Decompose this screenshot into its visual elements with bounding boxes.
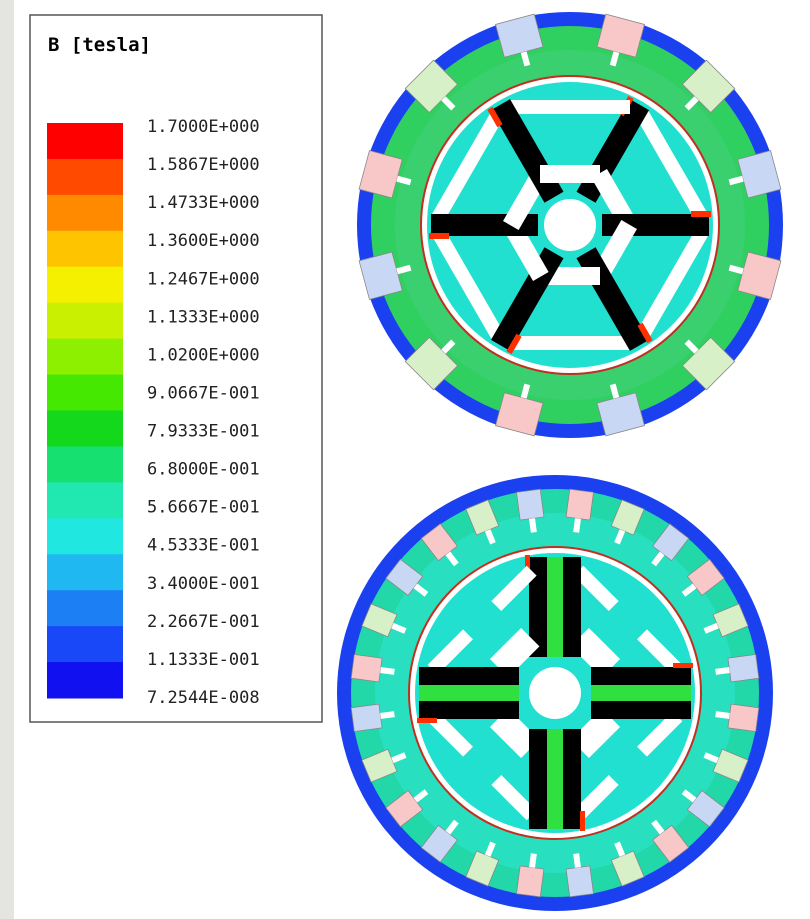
field-plot: B [tesla] 1.7000E+000 1.5867E+000 1.4733E+… xyxy=(0,0,810,919)
motor-top xyxy=(357,12,783,438)
page: B [tesla] 1.7000E+000 1.5867E+000 1.4733E+… xyxy=(0,0,810,919)
center-rib xyxy=(547,729,563,829)
shaft xyxy=(529,667,581,719)
hot-spot xyxy=(691,211,711,217)
coil xyxy=(566,866,593,897)
magnet xyxy=(563,557,581,657)
legend-label: 1.0200E+000 xyxy=(147,345,260,365)
legend-swatch xyxy=(47,446,123,482)
legend-swatch xyxy=(47,267,123,303)
coil xyxy=(516,866,543,897)
legend-label: 5.6667E-001 xyxy=(147,498,260,518)
magnet xyxy=(591,701,691,719)
legend-swatch xyxy=(47,375,123,411)
magnet xyxy=(591,667,691,685)
shaft xyxy=(544,199,596,251)
legend-label: 1.2467E+000 xyxy=(147,269,260,289)
legend-swatch xyxy=(47,662,123,698)
flux-barrier xyxy=(510,100,630,114)
legend-label: 7.9333E-001 xyxy=(147,422,260,442)
legend-swatch xyxy=(47,590,123,626)
legend-label: 6.8000E-001 xyxy=(147,460,260,480)
legend-swatch xyxy=(47,482,123,518)
legend-swatch xyxy=(47,339,123,375)
legend-swatch xyxy=(47,123,123,159)
legend-label: 1.4733E+000 xyxy=(147,193,260,213)
left-edge xyxy=(0,0,14,919)
legend-swatch xyxy=(47,518,123,554)
magnet xyxy=(419,701,519,719)
coil xyxy=(351,704,382,731)
legend-label: 1.7000E+000 xyxy=(147,117,260,137)
coil xyxy=(566,489,593,520)
web xyxy=(540,165,600,183)
motor-bottom xyxy=(337,475,773,911)
center-rib xyxy=(419,685,519,701)
legend-label: 1.3600E+000 xyxy=(147,231,260,251)
coil xyxy=(728,704,759,731)
legend-swatch xyxy=(47,195,123,231)
magnet xyxy=(563,729,581,829)
coil xyxy=(351,654,382,681)
legend-swatch xyxy=(47,626,123,662)
center-rib xyxy=(547,557,563,657)
legend-label: 9.0667E-001 xyxy=(147,383,260,403)
legend-label: 4.5333E-001 xyxy=(147,536,260,556)
legend-swatch xyxy=(47,411,123,447)
legend-label: 7.2544E-008 xyxy=(147,688,260,708)
legend-swatch xyxy=(47,231,123,267)
magnet xyxy=(529,729,547,829)
center-rib xyxy=(591,685,691,701)
magnet xyxy=(419,667,519,685)
legend-title: B [tesla] xyxy=(48,34,151,56)
coil xyxy=(516,489,543,520)
legend-swatch xyxy=(47,303,123,339)
legend-swatch xyxy=(47,554,123,590)
hot-spot xyxy=(673,663,693,668)
legend-label: 1.1333E-001 xyxy=(147,650,260,670)
legend-label: 1.5867E+000 xyxy=(147,155,260,175)
legend-label: 3.4000E-001 xyxy=(147,574,260,594)
hot-spot xyxy=(580,811,585,831)
flux-barrier xyxy=(510,336,630,350)
legend-swatch xyxy=(47,159,123,195)
hot-spot xyxy=(429,233,449,239)
hot-spot xyxy=(417,718,437,723)
legend-label: 1.1333E+000 xyxy=(147,307,260,327)
coil xyxy=(728,654,759,681)
legend-label: 2.2667E-001 xyxy=(147,612,260,632)
